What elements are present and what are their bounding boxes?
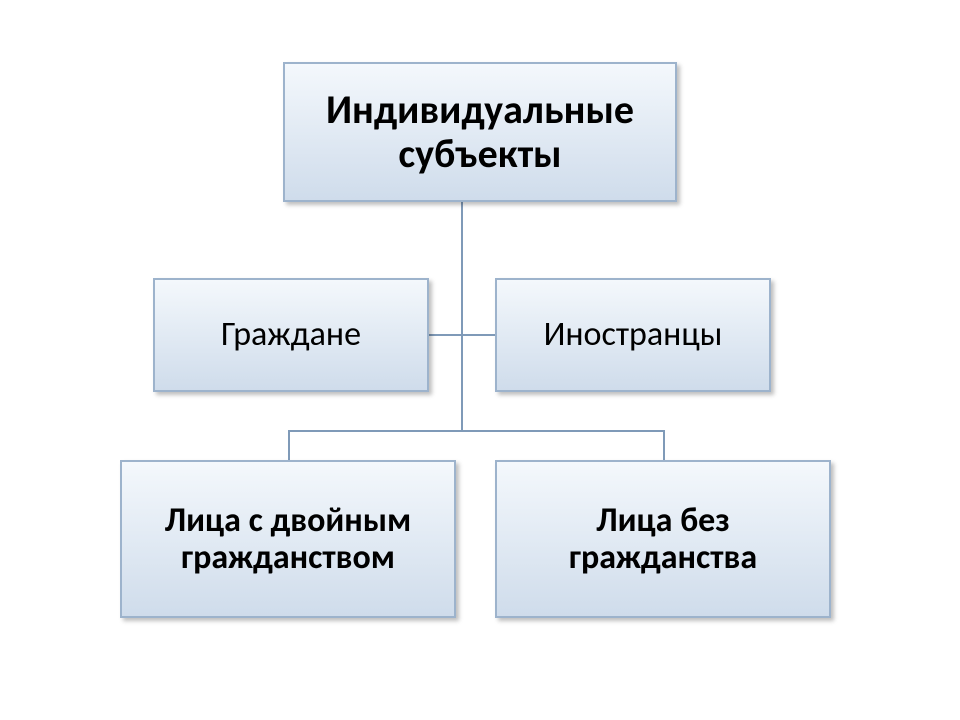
node-root-label: Индивидуальные субъекты	[295, 88, 665, 176]
node-citizens: Граждане	[153, 278, 429, 392]
node-root: Индивидуальные субъекты	[283, 62, 677, 202]
connector-branch-left-v	[288, 430, 290, 460]
node-stateless-label: Лица без гражданства	[507, 502, 819, 577]
connector-branch-h	[288, 430, 665, 432]
node-foreigners-label: Иностранцы	[544, 316, 723, 353]
connector-mid-right	[462, 334, 495, 336]
node-stateless: Лица без гражданства	[495, 460, 831, 618]
node-foreigners: Иностранцы	[495, 278, 771, 392]
node-dual: Лица с двойным гражданством	[120, 460, 456, 618]
connector-mid-left	[429, 334, 462, 336]
connector-branch-right-v	[663, 430, 665, 460]
node-dual-label: Лица с двойным гражданством	[132, 502, 444, 577]
connector-trunk	[461, 202, 463, 430]
node-citizens-label: Граждане	[221, 316, 361, 353]
diagram-canvas: Индивидуальные субъекты Граждане Иностра…	[0, 0, 960, 720]
